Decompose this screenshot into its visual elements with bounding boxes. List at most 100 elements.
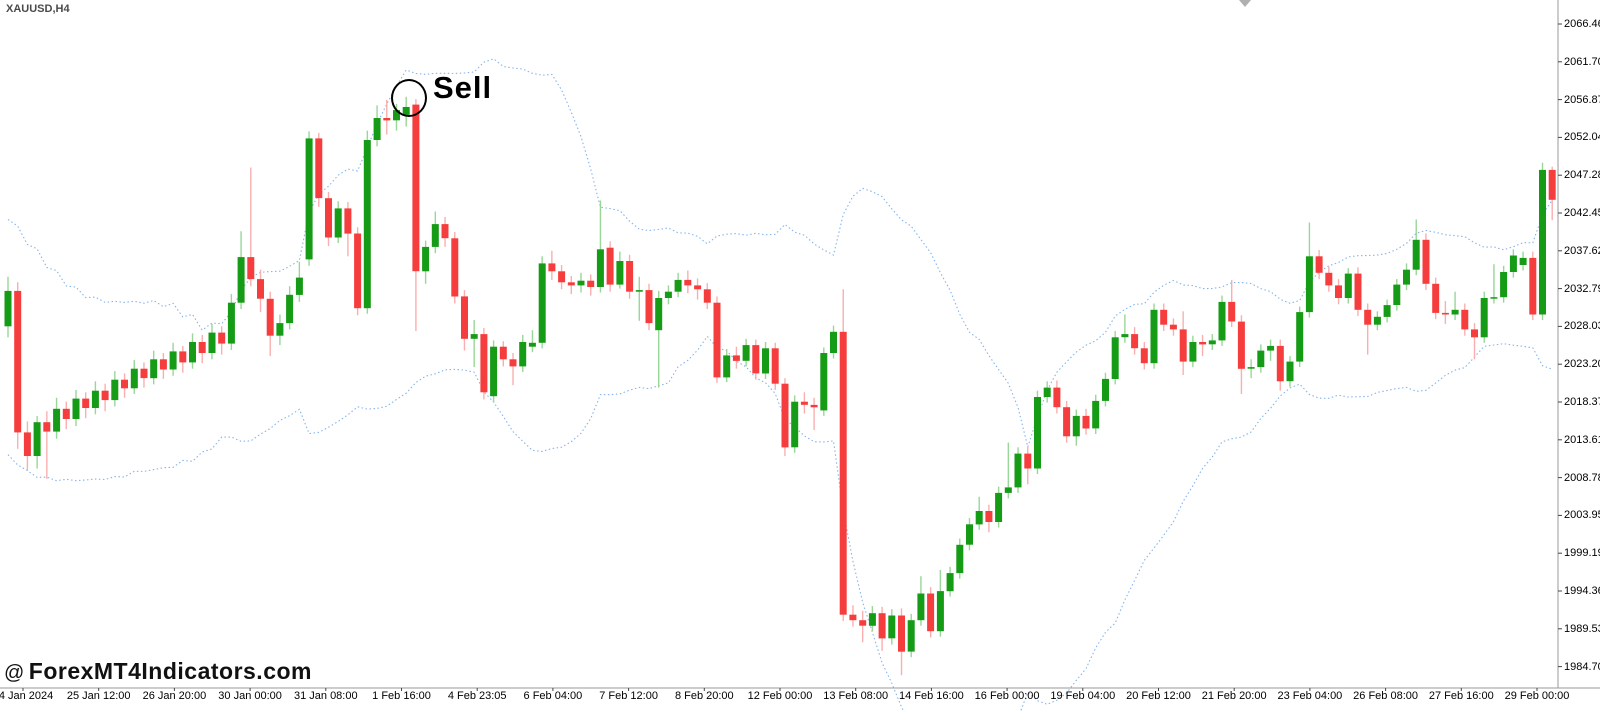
bull-candle-body (1490, 297, 1498, 299)
bull-candle-body (208, 332, 216, 353)
bear-candle-body (325, 198, 332, 238)
bull-candle-body (538, 263, 546, 343)
bear-candle-body (159, 359, 167, 370)
bull-candle-body (431, 224, 439, 247)
time-tick-label: 23 Feb 04:00 (1277, 690, 1343, 702)
bear-candle-body (1461, 309, 1469, 330)
price-tick-label: 1989.530 (1564, 622, 1600, 635)
bull-candle-body (655, 298, 663, 331)
price-tick-label: 2003.950 (1564, 509, 1600, 522)
bear-candle-body (1276, 345, 1284, 382)
price-tick-label: 1984.700 (1564, 660, 1600, 673)
price-axis[interactable]: 2066.460 2061.700 2056.870 2052.040 2047.280… (1562, 0, 1600, 688)
bull-candle-body (1257, 350, 1265, 368)
bull-candle-body (868, 613, 876, 626)
bull-candle-body (1373, 316, 1381, 325)
bear-candle-body (1315, 256, 1323, 273)
bull-candle-body (995, 492, 1003, 522)
bull-candle-body (1403, 269, 1410, 285)
bear-candle-body (810, 404, 818, 408)
time-tick-label: 7 Feb 12:00 (599, 690, 658, 702)
bear-candle-body (878, 613, 886, 639)
bull-candle-body (723, 355, 731, 378)
bear-candle-body (383, 118, 391, 121)
time-tick-label: 14 Feb 16:00 (898, 690, 964, 702)
bull-candle-body (1500, 272, 1508, 298)
bull-candle-body (1004, 487, 1012, 493)
bull-candle-body (1267, 345, 1275, 351)
bear-candle-body (412, 104, 420, 272)
bull-candle-body (1451, 309, 1459, 315)
bear-candle-body (480, 334, 488, 393)
time-tick-label: 12 Feb 00:00 (747, 690, 813, 702)
bear-candle-body (140, 368, 148, 379)
bull-candle-body (1286, 361, 1294, 382)
bear-candle-body (859, 620, 867, 626)
sell-signal-circle-annotation (391, 79, 427, 117)
bull-candle-body (1043, 387, 1051, 397)
bull-candle-body (956, 544, 964, 574)
bull-candle-body (373, 118, 381, 140)
bull-candle-body (1014, 453, 1022, 488)
bull-candle-body (237, 257, 245, 303)
price-tick-label: 2013.610 (1564, 433, 1600, 446)
bear-candle-body (1140, 348, 1148, 364)
bear-candle-body (849, 614, 857, 621)
bull-candle-body (1412, 239, 1420, 270)
bear-candle-body (1354, 273, 1362, 310)
bull-candle-body (888, 615, 896, 639)
bear-candle-body (14, 290, 22, 433)
time-tick-label: 20 Feb 12:00 (1126, 690, 1191, 702)
bull-candle-body (975, 511, 983, 525)
bear-candle-body (257, 279, 264, 299)
bear-candle-body (23, 432, 31, 456)
price-tick-label: 2056.870 (1564, 93, 1600, 106)
bull-candle-body (1383, 305, 1391, 317)
bear-candle-body (1082, 415, 1090, 429)
bear-candle-body (344, 208, 352, 234)
bear-candle-body (62, 408, 70, 419)
bull-candle-body (1092, 400, 1100, 429)
bull-candle-body (1296, 312, 1304, 362)
bear-candle-body (1364, 309, 1372, 325)
bear-candle-body (703, 289, 711, 303)
bear-candle-body (1422, 239, 1430, 284)
bull-candle-body (286, 294, 294, 324)
axis-tick-marks (22, 23, 1562, 691)
bull-candle-body (1509, 255, 1517, 272)
time-axis[interactable]: 24 Jan 2024 25 Jan 12:00 26 Jan 20:00 30 Ja… (0, 690, 1600, 708)
bear-candle-body (781, 383, 789, 448)
bull-candle-body (53, 408, 61, 432)
time-tick-label: 29 Feb 00:00 (1504, 690, 1570, 702)
bear-candle-body (1471, 329, 1478, 338)
bear-candle-body (713, 302, 721, 378)
band-lines (7, 58, 1553, 712)
bull-candle-body (519, 342, 527, 367)
price-tick-label: 2018.370 (1564, 396, 1600, 408)
bear-candle-body (1179, 329, 1187, 362)
bear-candle-body (509, 359, 517, 367)
bull-candle-body (334, 208, 342, 238)
bull-candle-body (111, 379, 119, 401)
bull-candle-body (393, 110, 400, 121)
price-tick-label: 2008.780 (1564, 471, 1600, 484)
price-tick-label: 1994.360 (1564, 585, 1600, 597)
bear-candle-body (1063, 407, 1071, 437)
price-tick-label: 2052.040 (1564, 131, 1600, 144)
bear-candle-body (626, 261, 634, 292)
bull-candle-body (276, 323, 284, 336)
bull-candle-body (1102, 378, 1109, 401)
time-tick-label: 16 Feb 00:00 (974, 690, 1040, 702)
bull-candle-body (1539, 169, 1546, 315)
bear-candle-body (898, 615, 905, 652)
bull-candle-body (907, 620, 915, 652)
bear-candle-body (1325, 272, 1333, 286)
bear-candle-body (451, 238, 459, 297)
price-tick-label: 2028.030 (1564, 320, 1600, 333)
time-tick-label: 27 Feb 16:00 (1428, 690, 1494, 702)
bear-candle-body (606, 247, 614, 285)
bull-candle-body (150, 359, 158, 379)
lower-band-line (7, 335, 1553, 712)
bear-candle-body (43, 422, 51, 432)
